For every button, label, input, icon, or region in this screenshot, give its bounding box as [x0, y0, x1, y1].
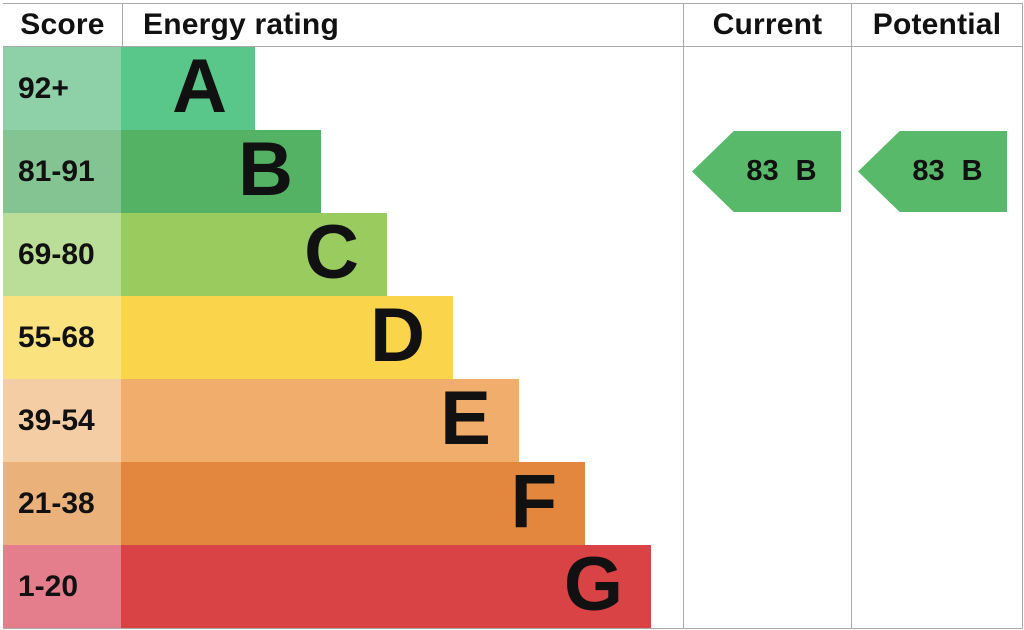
rating-bar-g: G: [121, 545, 651, 628]
current-grade-letter: B: [795, 155, 817, 187]
band-row-e: 39-54 E: [3, 379, 683, 462]
grade-letter-d: D: [370, 292, 425, 378]
score-range-e: 39-54: [3, 379, 121, 462]
band-row-b: 81-91 B: [3, 130, 683, 213]
grade-letter-a: A: [172, 43, 227, 129]
score-range-a: 92+: [3, 47, 121, 130]
rating-bar-b: B: [121, 130, 321, 213]
band-row-g: 1-20 G: [3, 545, 683, 628]
current-header-label: Current: [712, 8, 823, 41]
energy-rating-header-label: Energy rating: [143, 8, 339, 41]
column-divider-chart-current: [683, 4, 684, 628]
rating-bar-e: E: [121, 379, 519, 462]
band-row-a: 92+ A: [3, 47, 683, 130]
table-header-row: Score Energy rating Current Potential: [3, 4, 1022, 47]
potential-rating-arrow: 83 B: [858, 131, 1007, 212]
score-range-g: 1-20: [3, 545, 121, 628]
grade-letter-f: F: [510, 458, 557, 544]
potential-score-value: 83: [912, 155, 945, 187]
score-range-b: 81-91: [3, 130, 121, 213]
band-row-f: 21-38 F: [3, 462, 683, 545]
column-divider-current-potential: [851, 4, 852, 628]
score-range-d: 55-68: [3, 296, 121, 379]
epc-table: Score Energy rating Current Potential 92…: [3, 3, 1023, 629]
current-column-header: Current: [684, 4, 851, 46]
rating-bar-a: A: [121, 47, 255, 130]
score-range-c: 69-80: [3, 213, 121, 296]
rating-bar-d: D: [121, 296, 453, 379]
rating-bar-f: F: [121, 462, 585, 545]
score-column-header: Score: [3, 4, 123, 46]
energy-rating-column-header: Energy rating: [124, 4, 701, 46]
score-header-label: Score: [20, 8, 105, 41]
grade-letter-e: E: [440, 375, 491, 461]
grade-letter-c: C: [304, 209, 359, 295]
potential-header-label: Potential: [872, 8, 1002, 41]
potential-grade-letter: B: [961, 155, 983, 187]
band-row-d: 55-68 D: [3, 296, 683, 379]
rating-bar-c: C: [121, 213, 387, 296]
grade-letter-b: B: [238, 126, 293, 212]
current-score-value: 83: [746, 155, 779, 187]
score-range-f: 21-38: [3, 462, 121, 545]
band-row-c: 69-80 C: [3, 213, 683, 296]
potential-column-header: Potential: [852, 4, 1022, 46]
grade-letter-g: G: [563, 541, 623, 627]
current-rating-arrow: 83 B: [692, 131, 841, 212]
